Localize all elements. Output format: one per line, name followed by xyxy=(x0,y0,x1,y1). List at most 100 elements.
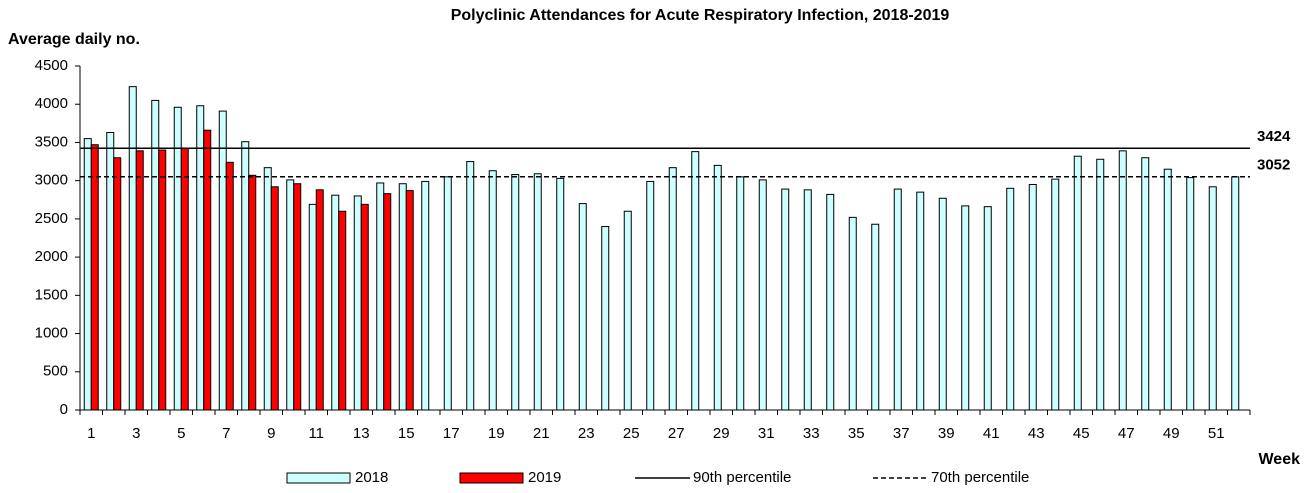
bar xyxy=(376,182,385,411)
bar xyxy=(578,203,587,411)
x-tick-label: 29 xyxy=(713,425,730,442)
bar xyxy=(1186,177,1195,411)
bar xyxy=(713,164,722,411)
bar xyxy=(691,151,700,411)
x-tick-label: 43 xyxy=(1028,425,1045,442)
bar xyxy=(128,86,137,411)
x-tick-label: 17 xyxy=(443,425,460,442)
bar xyxy=(1231,176,1240,411)
bar xyxy=(916,191,925,411)
bar xyxy=(1028,183,1037,411)
x-tick-label: 31 xyxy=(758,425,775,442)
x-tick-label: 27 xyxy=(668,425,685,442)
y-tick-label: 3000 xyxy=(35,172,68,189)
bar xyxy=(1006,187,1015,411)
bar xyxy=(263,167,272,411)
bar xyxy=(736,176,745,411)
legend-swatch xyxy=(459,472,524,484)
x-tick-label: 45 xyxy=(1073,425,1090,442)
bar xyxy=(270,186,279,411)
bar xyxy=(151,99,160,411)
y-tick-label: 2500 xyxy=(35,210,68,227)
x-tick-label: 33 xyxy=(803,425,820,442)
y-tick-label: 2000 xyxy=(35,248,68,265)
bar xyxy=(383,193,392,411)
bar xyxy=(938,197,947,411)
y-tick-label: 1000 xyxy=(35,325,68,342)
bar xyxy=(758,179,767,411)
bar xyxy=(1118,150,1127,411)
x-tick-label: 3 xyxy=(132,425,140,442)
bar xyxy=(848,216,857,411)
y-tick-label: 500 xyxy=(43,363,68,380)
bar xyxy=(173,106,182,411)
x-tick-label: 9 xyxy=(267,425,275,442)
bar xyxy=(315,189,324,411)
bar xyxy=(871,223,880,411)
bar xyxy=(803,189,812,411)
bar xyxy=(135,150,144,411)
x-tick-label: 1 xyxy=(87,425,95,442)
bar xyxy=(623,210,632,411)
x-tick-label: 23 xyxy=(578,425,595,442)
bar xyxy=(90,144,99,411)
bar xyxy=(961,205,970,411)
bar xyxy=(1141,157,1150,411)
bar xyxy=(248,174,257,411)
bar xyxy=(1051,178,1060,411)
bar xyxy=(983,206,992,411)
legend-label: 90th percentile xyxy=(693,469,791,486)
bar xyxy=(511,174,520,411)
bar xyxy=(398,183,407,411)
x-tick-label: 51 xyxy=(1208,425,1225,442)
legend-label: 2018 xyxy=(355,469,388,486)
bar xyxy=(338,210,347,411)
legend-swatch xyxy=(286,472,351,484)
bar xyxy=(241,141,250,411)
y-tick-label: 4500 xyxy=(35,57,68,74)
bar xyxy=(488,170,497,411)
bar xyxy=(1073,155,1082,411)
bar xyxy=(106,132,115,411)
bar xyxy=(781,188,790,411)
bar xyxy=(556,177,565,411)
bar xyxy=(158,149,167,411)
bar xyxy=(893,188,902,411)
x-tick-label: 19 xyxy=(488,425,505,442)
chart-title: Polyclinic Attendances for Acute Respira… xyxy=(451,7,950,24)
bar xyxy=(646,180,655,411)
bar xyxy=(180,148,189,411)
x-tick-label: 11 xyxy=(308,425,324,442)
y-tick-label: 1500 xyxy=(35,286,68,303)
bar xyxy=(286,179,295,411)
bar xyxy=(1208,186,1217,411)
x-tick-label: 13 xyxy=(353,425,370,442)
bar xyxy=(196,105,205,411)
x-tick-label: 35 xyxy=(848,425,865,442)
bar xyxy=(83,138,92,411)
bar xyxy=(293,183,302,411)
bar xyxy=(113,157,122,411)
bar xyxy=(421,180,430,411)
y-tick-label: 3500 xyxy=(35,133,68,150)
bar xyxy=(533,173,542,411)
bar xyxy=(466,161,475,411)
y-tick-label: 4000 xyxy=(35,95,68,112)
bar xyxy=(1163,168,1172,411)
bar xyxy=(668,167,677,411)
x-tick-label: 37 xyxy=(893,425,910,442)
x-axis-title: Week xyxy=(1258,451,1300,468)
bar xyxy=(405,190,414,411)
x-tick-label: 5 xyxy=(177,425,185,442)
legend-label: 2019 xyxy=(528,469,561,486)
legend-label: 70th percentile xyxy=(931,469,1029,486)
bar xyxy=(601,226,610,411)
bar xyxy=(360,203,369,411)
x-tick-label: 49 xyxy=(1163,425,1180,442)
x-tick-label: 41 xyxy=(983,425,1000,442)
bar xyxy=(353,195,362,411)
bar xyxy=(225,161,234,411)
bar xyxy=(443,176,452,411)
bar xyxy=(331,194,340,411)
